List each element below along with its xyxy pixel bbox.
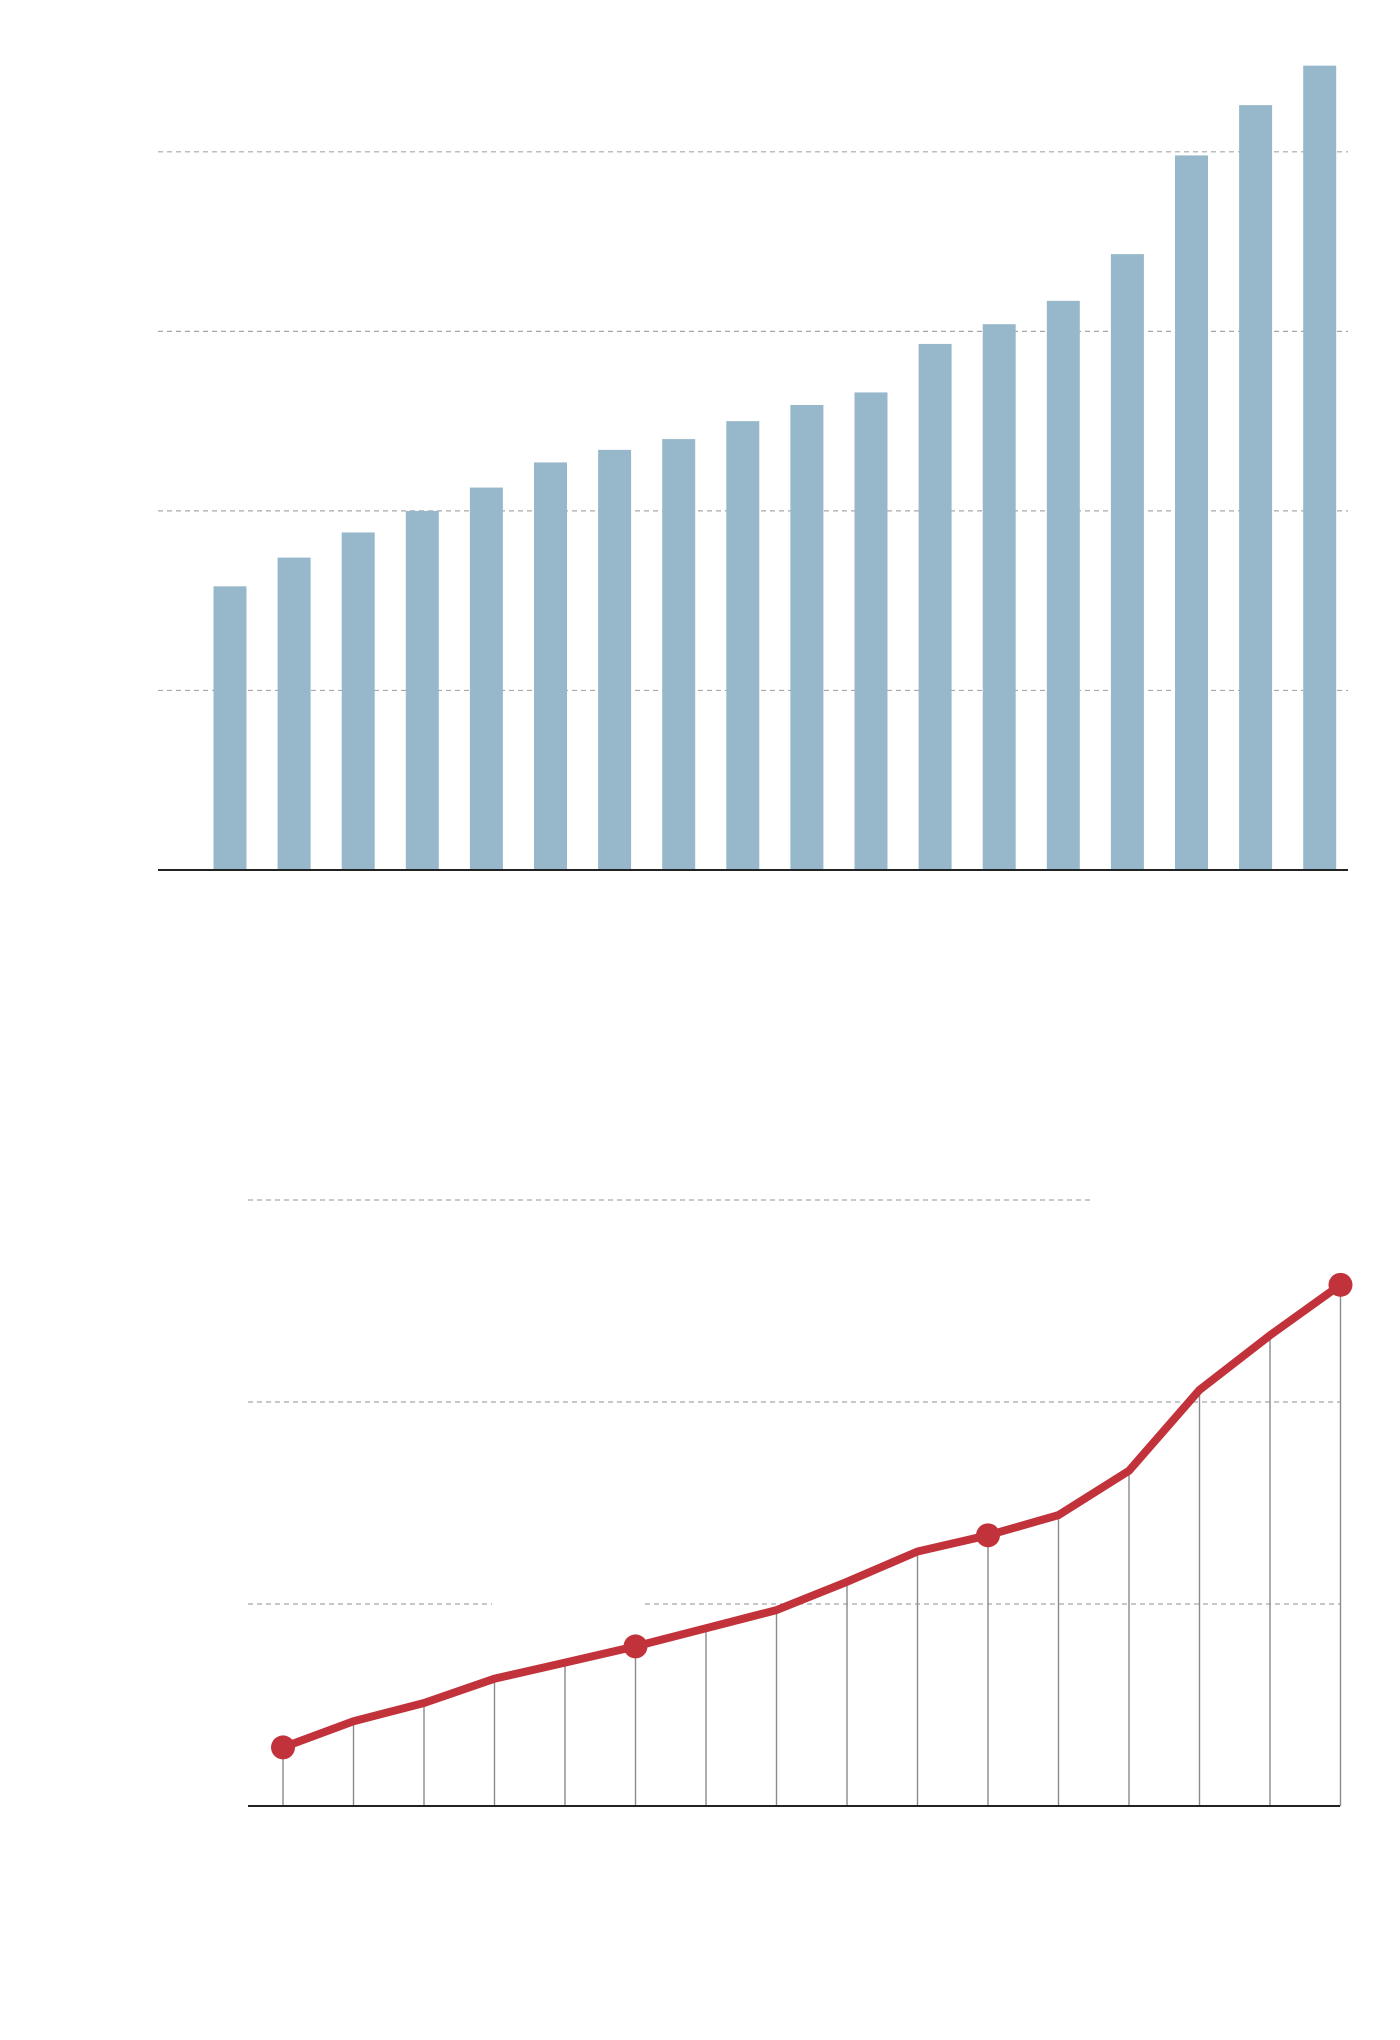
bar-3 [341,532,375,870]
bar-5 [469,487,503,870]
bar-7 [598,449,632,870]
bar-6 [534,462,567,870]
bar-16 [1175,155,1208,871]
bar-15 [1110,254,1144,871]
bar-17 [1239,105,1273,871]
bar-18 [1303,65,1337,871]
bar-14 [1046,300,1080,870]
bar-8 [662,439,696,870]
bar-4 [405,510,439,870]
line-marker-16 [1328,1272,1353,1297]
bar-13 [982,324,1016,870]
line-marker-1 [271,1735,295,1760]
bar-12 [918,343,952,870]
line-series [279,1280,1345,1752]
bar-1 [213,586,247,870]
line-marker-6 [623,1634,648,1659]
bar-9 [726,421,760,870]
bar-chart [158,65,1348,871]
line-marker-11 [976,1523,1000,1548]
bar-10 [790,404,824,870]
bar-11 [854,392,888,870]
line-chart [248,1199,1353,1807]
bar-2 [277,557,311,870]
